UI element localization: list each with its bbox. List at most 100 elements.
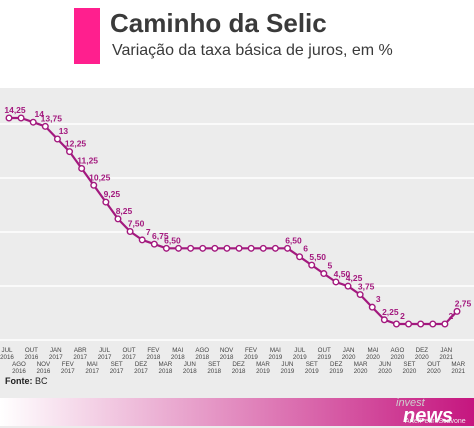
x-tick-label: 2020 bbox=[378, 368, 392, 375]
x-tick-label: 2020 bbox=[366, 354, 380, 361]
x-tick-label: 2017 bbox=[49, 354, 63, 361]
data-point bbox=[162, 244, 170, 252]
x-tick-label: MAI bbox=[87, 361, 98, 368]
x-tick-label: AGO bbox=[195, 347, 209, 354]
data-label: 12,25 bbox=[65, 139, 87, 149]
x-tick-label: 2019 bbox=[329, 368, 343, 375]
x-axis-labels: JUL2016OUT2016JAN2017ABR2017JUL2017OUT20… bbox=[0, 347, 466, 375]
data-point bbox=[429, 320, 437, 328]
x-tick-label: MAI bbox=[172, 347, 183, 354]
x-tick-label: 2017 bbox=[134, 368, 148, 375]
x-tick-label: 2019 bbox=[256, 368, 270, 375]
data-label: 5,50 bbox=[309, 252, 326, 262]
data-point bbox=[78, 164, 86, 172]
data-point bbox=[344, 282, 352, 290]
x-tick-label: 2017 bbox=[61, 368, 75, 375]
x-tick-label: JUL bbox=[294, 347, 306, 354]
data-point bbox=[356, 291, 364, 299]
data-label: 3,75 bbox=[358, 282, 375, 292]
data-label: 14,25 bbox=[4, 105, 26, 115]
x-tick-label: AGO bbox=[391, 347, 405, 354]
x-tick-label: FEV bbox=[147, 347, 160, 354]
x-tick-label: JAN bbox=[440, 347, 452, 354]
x-tick-label: SET bbox=[403, 361, 415, 368]
data-label: 11,25 bbox=[77, 155, 98, 165]
x-tick-label: DEZ bbox=[330, 361, 343, 368]
data-label: 2,75 bbox=[455, 298, 472, 308]
x-tick-label: MAI bbox=[270, 347, 281, 354]
x-tick-label: OUT bbox=[427, 361, 440, 368]
data-point bbox=[392, 320, 400, 328]
series-points bbox=[5, 114, 461, 328]
x-tick-label: 2017 bbox=[110, 368, 124, 375]
x-tick-label: OUT bbox=[122, 347, 135, 354]
data-point bbox=[53, 135, 61, 143]
data-point bbox=[90, 181, 98, 189]
data-label: 4,50 bbox=[334, 269, 351, 279]
brand-logo: news bbox=[403, 405, 454, 427]
source-note: Fonte: BC bbox=[5, 376, 48, 386]
x-tick-label: 2018 bbox=[220, 354, 234, 361]
source-value: BC bbox=[35, 376, 48, 386]
data-label: 3 bbox=[376, 294, 381, 304]
grid-lines bbox=[0, 123, 474, 341]
data-point bbox=[138, 236, 146, 244]
data-point bbox=[199, 244, 207, 252]
chart-title: Caminho da Selic bbox=[110, 8, 327, 38]
data-point bbox=[320, 270, 328, 278]
data-point bbox=[283, 244, 291, 252]
data-point bbox=[453, 307, 461, 315]
data-point bbox=[66, 148, 74, 156]
x-tick-label: 2018 bbox=[159, 368, 173, 375]
x-tick-label: FEV bbox=[245, 347, 258, 354]
data-label: 6,75 bbox=[152, 231, 169, 241]
x-tick-label: 2017 bbox=[73, 354, 87, 361]
data-point bbox=[175, 244, 183, 252]
x-tick-label: 2020 bbox=[342, 354, 356, 361]
data-point bbox=[247, 244, 255, 252]
x-tick-label: 2018 bbox=[207, 368, 221, 375]
data-label: 7 bbox=[146, 227, 151, 237]
brand-logo-small: invest bbox=[396, 397, 425, 409]
x-tick-label: 2018 bbox=[171, 354, 185, 361]
x-tick-label: 2019 bbox=[305, 368, 319, 375]
data-point bbox=[380, 316, 388, 324]
x-tick-label: MAR bbox=[256, 361, 270, 368]
x-tick-label: 2019 bbox=[317, 354, 331, 361]
data-label: 13 bbox=[59, 126, 69, 136]
x-tick-label: 2020 bbox=[391, 354, 405, 361]
data-point bbox=[417, 320, 425, 328]
x-tick-label: JUN bbox=[281, 361, 293, 368]
x-tick-label: NOV bbox=[220, 347, 234, 354]
x-tick-label: 2019 bbox=[244, 354, 258, 361]
data-point bbox=[150, 240, 158, 248]
x-tick-label: AGO bbox=[12, 361, 26, 368]
data-point bbox=[405, 320, 413, 328]
x-tick-label: MAR bbox=[159, 361, 173, 368]
data-label: 2 bbox=[449, 311, 454, 321]
x-tick-label: OUT bbox=[25, 347, 38, 354]
x-tick-label: FEV bbox=[62, 361, 75, 368]
x-tick-label: 2020 bbox=[427, 368, 441, 375]
x-tick-label: MAR bbox=[354, 361, 368, 368]
source-label: Fonte: bbox=[5, 376, 33, 386]
accent-bar bbox=[74, 8, 100, 64]
x-tick-label: 2018 bbox=[147, 354, 161, 361]
data-label: 13,75 bbox=[41, 113, 63, 123]
data-label: 6,50 bbox=[285, 235, 302, 245]
data-point bbox=[187, 244, 195, 252]
x-tick-label: 2018 bbox=[232, 368, 246, 375]
data-point bbox=[441, 320, 449, 328]
x-tick-label: SET bbox=[111, 361, 123, 368]
x-tick-label: 2016 bbox=[12, 368, 26, 375]
data-point bbox=[332, 278, 340, 286]
x-tick-label: ABR bbox=[74, 347, 87, 354]
chart-subtitle: Variação da taxa básica de juros, em % bbox=[112, 42, 393, 59]
x-tick-label: 2019 bbox=[281, 368, 295, 375]
series-line bbox=[9, 116, 458, 326]
x-tick-label: 2018 bbox=[183, 368, 197, 375]
data-point bbox=[41, 122, 49, 130]
x-tick-label: 2019 bbox=[269, 354, 283, 361]
